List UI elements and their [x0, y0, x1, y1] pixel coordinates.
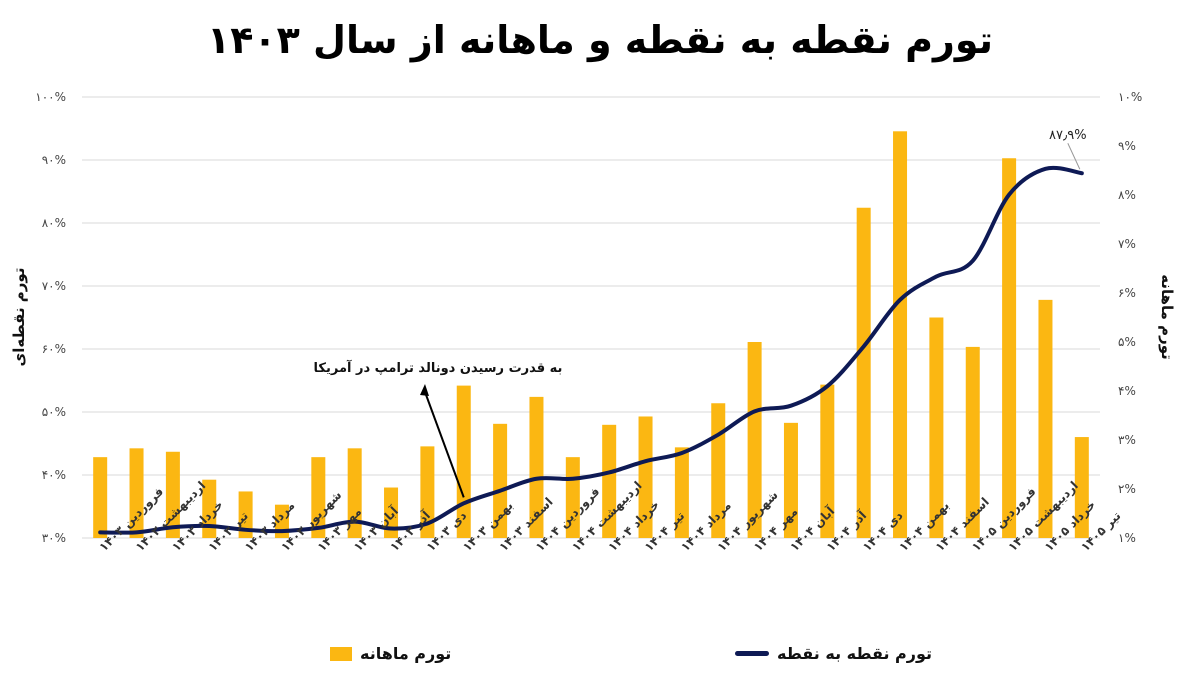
line-point [389, 526, 393, 531]
line-point [462, 501, 466, 505]
bar-monthly [493, 423, 508, 538]
left-tick-label: ۷۰% [42, 279, 66, 293]
left-tick-label: ۹۰% [42, 153, 66, 167]
annotation-arrow-line [424, 391, 465, 498]
left-tick-label: ۸۰% [42, 216, 66, 230]
line-point [934, 274, 938, 279]
legend-monthly-label: تورم ماهانه [360, 644, 452, 663]
line-point [534, 477, 539, 481]
last-label-leader [1067, 143, 1081, 170]
right-tick-label: ۷% [1118, 237, 1136, 251]
left-tick-label: ۵۰% [42, 405, 66, 419]
right-tick-label: ۱۰% [1118, 90, 1142, 104]
line-point [1007, 193, 1011, 197]
legend-point-to-point-swatch [735, 651, 769, 656]
bar-monthly [202, 479, 217, 538]
line-point [1043, 167, 1048, 171]
line-point [862, 344, 866, 349]
line-point [134, 530, 139, 534]
line-point [353, 520, 357, 524]
last-point-label: ۸۷٫۹% [1049, 128, 1087, 143]
line-point [498, 489, 502, 493]
line-point [207, 524, 211, 528]
bar-monthly [129, 448, 144, 538]
left-tick-label: ۶۰% [42, 342, 66, 356]
right-tick-label: ۸% [1118, 188, 1136, 202]
bar-monthly [638, 416, 653, 538]
legend-monthly: تورم ماهانه [330, 644, 451, 663]
right-tick-label: ۹% [1118, 139, 1136, 153]
line-point [643, 459, 648, 463]
bar-monthly [93, 457, 108, 538]
line-point [571, 477, 575, 481]
line-point [244, 528, 248, 532]
right-tick-label: ۳% [1118, 433, 1136, 447]
legend-point-to-point-label: تورم نقطه به نقطه [777, 644, 933, 663]
line-point [971, 259, 975, 263]
line-point [753, 409, 757, 413]
bar-monthly [165, 451, 180, 538]
bar-monthly [238, 491, 253, 538]
chart-title: تورم نقطه به نقطه و ماهانه از سال ۱۴۰۳ [207, 18, 993, 62]
bar-monthly [384, 487, 399, 538]
bar-monthly [602, 424, 617, 538]
left-tick-label: ۴۰% [42, 468, 66, 482]
line-point [607, 470, 611, 475]
legend-point-to-point: تورم نقطه به نقطه [735, 644, 932, 663]
left-tick-label: ۱۰۰% [35, 90, 66, 104]
bar-monthly [1002, 158, 1017, 538]
bar-monthly [1074, 437, 1089, 538]
bar-monthly [893, 131, 908, 539]
right-tick-label: ۴% [1118, 384, 1136, 398]
right-tick-label: ۶% [1118, 286, 1136, 300]
bar-monthly [420, 446, 435, 538]
bar-monthly [820, 384, 835, 538]
line-point [425, 521, 429, 526]
line-point [898, 298, 902, 302]
line-point [716, 433, 720, 437]
line-point [316, 526, 320, 530]
bar-monthly [347, 448, 362, 538]
line-point [789, 404, 793, 408]
bar-monthly [1038, 299, 1053, 538]
line-point [1080, 171, 1084, 175]
left-axis-title: تورم نقطه‌ای [10, 268, 28, 367]
bar-monthly [747, 342, 762, 538]
bar-monthly [856, 207, 871, 539]
line-point [280, 529, 284, 533]
legend-monthly-swatch [330, 646, 352, 661]
right-tick-label: ۲% [1118, 482, 1136, 496]
bar-monthly [929, 317, 944, 538]
line-point [98, 530, 102, 534]
left-tick-label: ۳۰% [42, 531, 66, 545]
annotation-arrowhead [420, 384, 429, 396]
bar-monthly [529, 396, 544, 538]
bar-monthly [674, 447, 689, 538]
line-point [825, 384, 829, 388]
line-point-to-point [98, 165, 1084, 535]
bar-monthly [965, 346, 980, 538]
bar-monthly [783, 422, 798, 538]
right-tick-label: ۵% [1118, 335, 1136, 349]
annotation-text: به قدرت رسیدن دونالد ترامپ در آمریکا [314, 359, 563, 376]
bar-monthly [311, 457, 326, 538]
right-axis-title: تورم ماهانه [1158, 274, 1176, 360]
line-point [171, 525, 175, 529]
line-point [680, 451, 684, 455]
right-tick-label: ۱% [1118, 531, 1136, 545]
